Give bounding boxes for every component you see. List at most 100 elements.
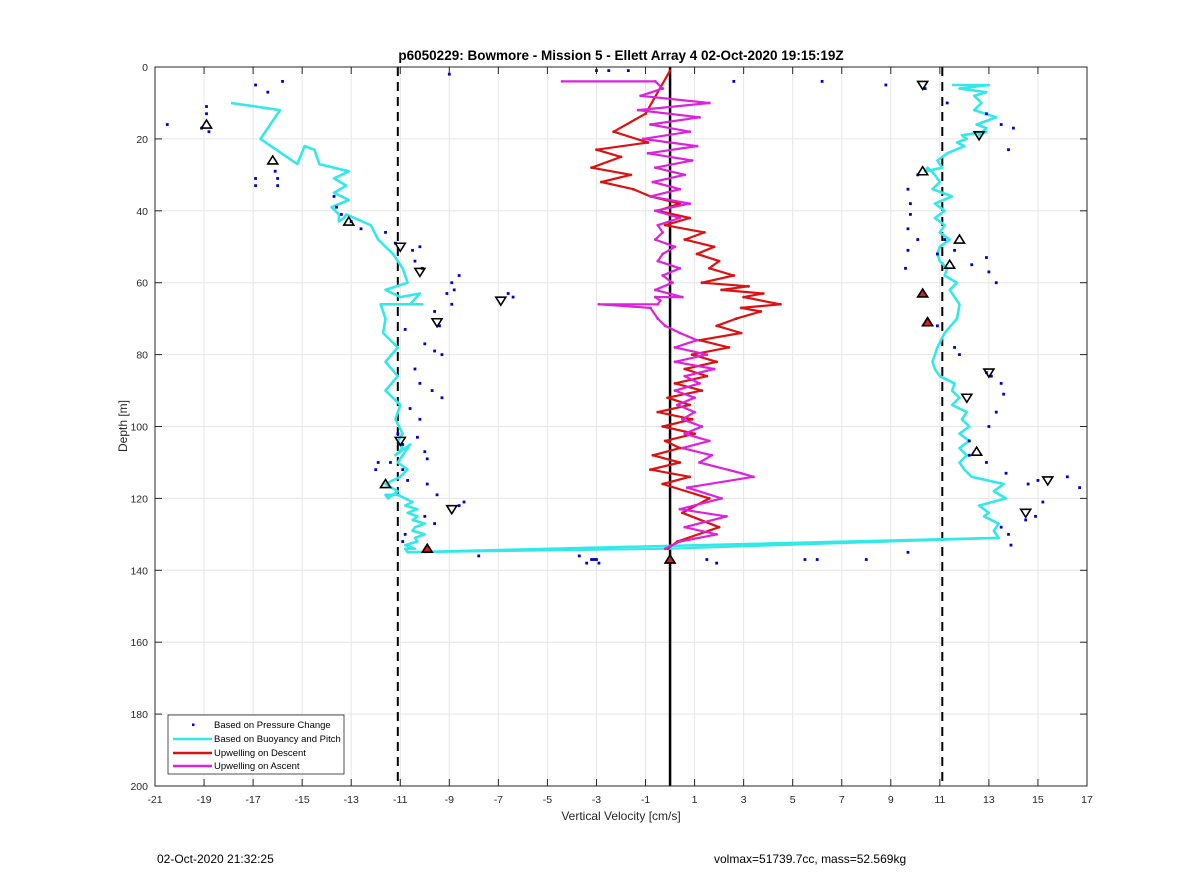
data-point: [418, 381, 422, 385]
data-point: [457, 504, 461, 507]
x-tick-label: 7: [839, 794, 845, 806]
legend-entry: Upwelling on Ascent: [173, 761, 300, 772]
data-point: [943, 238, 947, 241]
y-tick-label: 180: [130, 709, 148, 721]
data-point: [276, 184, 280, 188]
x-tick-label: -3: [592, 794, 601, 806]
series-vertex: [693, 432, 696, 436]
data-point: [923, 87, 927, 90]
data-point: [1078, 486, 1082, 490]
y-axis-ticks: 0 20 40 60 80 100 120 140 160 180 200: [130, 62, 1087, 793]
data-point: [1007, 532, 1010, 536]
data-point: [416, 435, 419, 439]
y-tick-label: 80: [136, 350, 148, 362]
data-point: [906, 227, 910, 231]
legend-label: Based on Buoyancy and Pitch: [214, 734, 341, 745]
data-point: [435, 493, 439, 497]
data-point: [452, 288, 456, 292]
data-point: [916, 238, 920, 241]
data-point: [281, 79, 284, 83]
data-point: [423, 450, 427, 454]
data-point: [511, 295, 515, 299]
triangle-down-marker: [430, 317, 444, 329]
data-point: [406, 479, 410, 482]
series-vertex: [688, 216, 692, 220]
series-vertex: [599, 180, 603, 184]
data-point: [254, 184, 257, 188]
data-point: [1036, 479, 1040, 482]
data-point: [1004, 471, 1008, 475]
data-point: [1007, 148, 1010, 152]
triangle-down-marker: [960, 393, 974, 404]
series-vertex: [734, 317, 738, 321]
data-point: [335, 205, 338, 209]
triangle-up-marker: [379, 478, 392, 489]
data-point: [433, 310, 436, 313]
series-vertex: [658, 299, 662, 303]
x-tick-label: -11: [393, 794, 408, 806]
data-point: [953, 248, 956, 252]
triangle-up-marker: [420, 542, 434, 554]
series-vertex: [695, 144, 699, 148]
x-tick-label: -17: [246, 794, 261, 806]
series-vertex: [646, 141, 650, 144]
data-point: [815, 558, 819, 561]
series-vertex: [739, 331, 743, 335]
data-point: [165, 123, 169, 126]
series-vertex: [673, 389, 677, 392]
data-point: [1012, 126, 1015, 130]
footer-timestamp: 02-Oct-2020 21:32:25: [157, 852, 274, 866]
data-point: [864, 558, 868, 561]
data-point: [987, 270, 991, 274]
data-point: [401, 540, 405, 543]
data-point: [433, 522, 436, 525]
series-vertex: [629, 173, 633, 177]
x-tick-label: -15: [295, 794, 310, 806]
data-point: [803, 558, 807, 561]
triangle-up-marker: [921, 316, 935, 327]
series-vertex: [678, 187, 682, 191]
x-tick-label: -19: [196, 794, 211, 806]
legend-box: [167, 714, 345, 775]
data-point: [987, 425, 991, 428]
data-point: [403, 532, 407, 536]
series-vertex: [752, 475, 755, 479]
data-point: [1065, 475, 1069, 479]
data-point: [607, 69, 611, 72]
series-vertex: [661, 87, 665, 90]
data-point: [906, 550, 910, 554]
legend-label: Upwelling on Ascent: [214, 761, 300, 772]
series-vertex: [683, 432, 687, 436]
series-vertex: [653, 295, 657, 299]
data-point: [626, 69, 630, 72]
data-point: [440, 396, 444, 400]
series-vertex: [661, 274, 665, 277]
series-vertex: [717, 259, 721, 263]
series-vertex: [631, 187, 635, 191]
triangle-down-marker: [393, 436, 407, 447]
data-point: [732, 79, 736, 83]
series-vertex: [712, 245, 716, 249]
data-point: [359, 227, 363, 231]
data-point: [999, 123, 1003, 126]
data-point: [1041, 500, 1045, 504]
triangle-up-marker: [953, 233, 966, 244]
data-point: [423, 342, 427, 346]
triangle-down-marker: [982, 368, 996, 379]
data-point: [401, 443, 405, 446]
data-point: [273, 169, 277, 173]
data-point: [440, 353, 444, 356]
x-tick-label: 15: [1032, 794, 1044, 806]
x-tick-label: 5: [790, 794, 796, 806]
data-point: [254, 83, 257, 87]
series-line: [562, 80, 755, 550]
series-vertex: [653, 238, 657, 241]
y-tick-label: 140: [130, 565, 148, 577]
data-point: [906, 187, 910, 191]
series-vertex: [678, 266, 682, 270]
series-vertex: [673, 346, 677, 349]
series-layer: [165, 69, 1082, 565]
legend-entry: Based on Pressure Change: [192, 720, 331, 731]
data-point: [1034, 514, 1037, 518]
series-vertex: [688, 403, 692, 407]
